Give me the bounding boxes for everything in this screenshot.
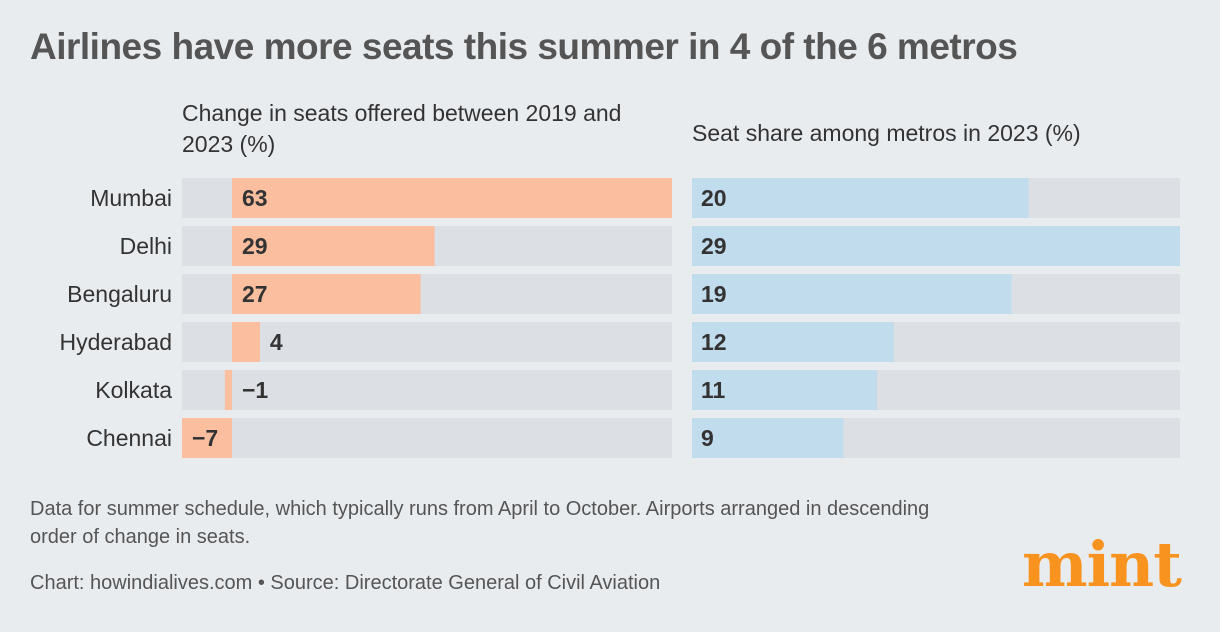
mint-logo: mint (1022, 528, 1182, 601)
change-value-chennai: −7 (192, 425, 218, 451)
share-value-mumbai: 20 (701, 185, 727, 211)
change-value-kolkata: −1 (242, 377, 268, 403)
change-bar-kolkata (224, 370, 232, 410)
change-value-bengaluru: 27 (242, 281, 268, 307)
category-label-chennai: Chennai (86, 425, 172, 451)
change-track-kolkata (182, 370, 672, 410)
change-bar-chennai (182, 418, 232, 458)
change-bar-mumbai (232, 178, 672, 218)
share-value-hyderabad: 12 (701, 329, 727, 355)
change-chart-subtitle: Change in seats offered between 2019 and… (182, 100, 622, 157)
footnote: Data for summer schedule, which typicall… (30, 498, 930, 548)
category-label-bengaluru: Bengaluru (67, 281, 172, 307)
change-track-hyderabad (182, 322, 672, 362)
category-label-mumbai: Mumbai (90, 185, 172, 211)
change-bar-delhi (232, 226, 435, 266)
share-bar-kolkata (692, 370, 878, 410)
change-value-hyderabad: 4 (270, 329, 283, 355)
share-value-kolkata: 11 (701, 377, 726, 403)
chart-title: Airlines have more seats this summer in … (30, 26, 1018, 67)
share-bar-delhi (692, 226, 1180, 266)
change-value-delhi: 29 (242, 233, 268, 259)
category-label-kolkata: Kolkata (95, 377, 172, 403)
share-chart-subtitle: Seat share among metros in 2023 (%) (692, 120, 1081, 146)
share-value-chennai: 9 (701, 425, 714, 451)
change-value-mumbai: 63 (242, 185, 268, 211)
share-value-delhi: 29 (701, 233, 727, 259)
share-bar-chennai (692, 418, 844, 458)
category-label-hyderabad: Hyderabad (59, 329, 172, 355)
change-bar-bengaluru (232, 274, 421, 314)
share-value-bengaluru: 19 (701, 281, 727, 307)
source-credit: Chart: howindialives.com • Source: Direc… (30, 572, 661, 594)
category-label-delhi: Delhi (120, 233, 172, 259)
share-bar-bengaluru (692, 274, 1012, 314)
share-bar-hyderabad (692, 322, 894, 362)
change-bar-hyderabad (232, 322, 260, 362)
change-track-chennai (182, 418, 672, 458)
share-bar-mumbai (692, 178, 1029, 218)
